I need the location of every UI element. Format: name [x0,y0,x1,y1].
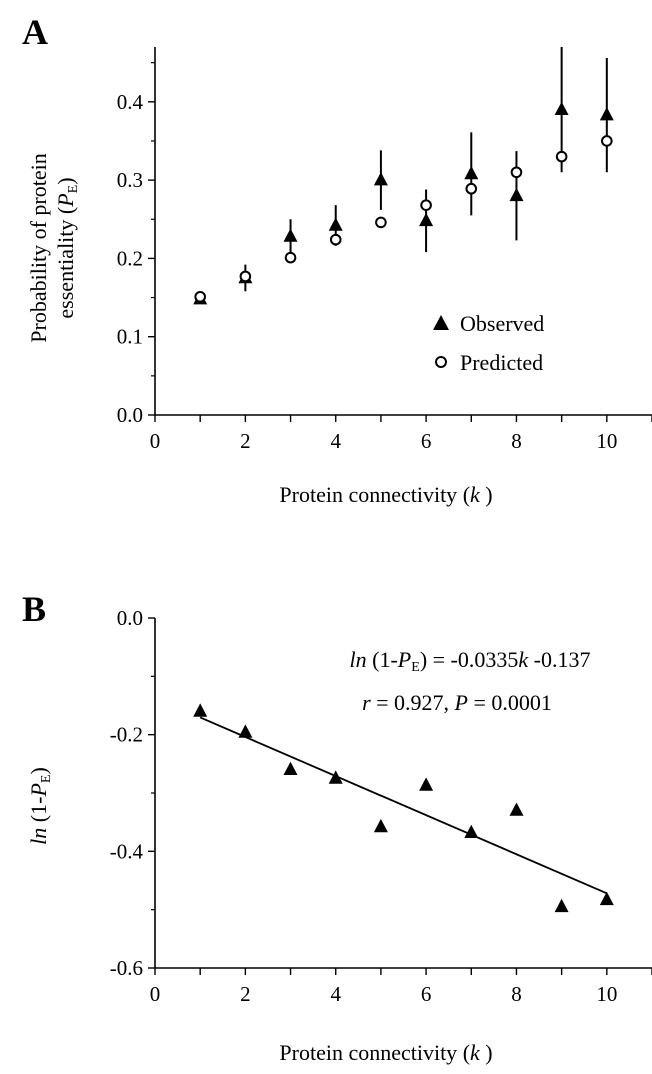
panel-a-x-axis-text: Protein connectivity [279,482,457,507]
legend-predicted-marker [435,356,447,368]
y-tick-label: 0.3 [117,168,143,192]
panel-a-predicted-series [194,135,613,303]
panel-b-fit-line [199,716,608,895]
panel-a-x-ticks: 0 2 4 6 8 10 [150,415,652,453]
predicted-point [194,290,206,303]
observed-point [464,824,479,838]
regression-line [199,716,608,895]
panel-b-observed-series [193,703,614,913]
panel-b-y-ticks: 0.0 -0.2 -0.4 -0.6 [110,606,155,980]
y-tick-label: 0.0 [117,606,143,630]
panel-a-x-axis-var: k [470,482,481,507]
y-tick-label: -0.6 [110,956,143,980]
observed-point [464,165,479,180]
predicted-point [375,216,387,229]
x-tick-label: 4 [330,982,341,1006]
observed-point [419,777,434,791]
y-tick-label: -0.4 [110,839,144,863]
observed-point [283,761,298,775]
panel-a-y-axis-title-line1: Probability of protein [26,153,51,342]
panel-a-error-bars [199,47,608,304]
x-tick-label: 8 [511,982,522,1006]
panel-a-x-axis-title: Protein connectivity (k ) [279,482,492,507]
predicted-point [601,135,613,147]
legend-observed-label: Observed [460,311,544,336]
predicted-point [284,251,297,264]
panel-a-axes [154,47,652,416]
x-tick-label: 2 [240,429,251,453]
x-tick-label: 8 [511,429,522,453]
legend-predicted-label: Predicted [460,350,543,375]
panel-b: B 0 2 4 6 8 10 0.0 -0.2 -0.4 -0.6 ln (1-PE) = -0… [22,589,652,1065]
observed-point [328,217,343,231]
x-tick-label: 6 [421,429,432,453]
panel-a-letter: A [22,12,48,52]
x-tick-label: 10 [596,982,617,1006]
panel-a-y-ticks: 0.0 0.1 0.2 0.3 0.4 [117,62,155,427]
panel-a-observed-series [193,101,614,305]
observed-point [373,818,388,833]
observed-point [554,898,569,913]
observed-point [509,802,524,816]
y-tick-label: 0.4 [117,90,144,114]
panel-b-x-ticks: 0 2 4 6 8 10 [150,968,652,1006]
panel-a-y-axis-title-line2: essentiality (PE) [53,177,81,318]
y-tick-label: -0.2 [110,723,143,747]
x-tick-label: 0 [150,982,161,1006]
y-tick-label: 0.2 [117,246,143,270]
observed-point [283,228,298,242]
x-tick-label: 4 [330,429,341,453]
observed-point [419,212,434,227]
panel-a-legend: Observed Predicted [433,311,544,375]
legend-observed-marker [433,315,449,330]
observed-point [238,724,253,738]
predicted-point [329,233,342,246]
predicted-point [555,150,568,163]
x-tick-label: 0 [150,429,161,453]
observed-point [328,770,343,784]
panel-b-y-axis-title: ln (1-PE) [26,767,54,845]
panel-b-letter: B [22,589,46,629]
observed-point [373,172,388,186]
panel-b-x-axis-title: Protein connectivity (k ) [279,1040,492,1065]
observed-point [599,891,614,906]
predicted-point [239,270,252,283]
panel-a: A 0 2 4 6 8 10 0.0 0.1 0.2 0.3 0.4 Observed Predi… [22,12,652,507]
observed-point [554,101,569,115]
y-tick-label: 0.0 [117,403,143,427]
observed-point [509,187,524,202]
predicted-point [510,166,523,179]
observed-point [599,107,614,121]
x-tick-label: 10 [596,429,617,453]
x-tick-label: 6 [421,982,432,1006]
predicted-point [465,182,478,195]
panel-b-stats: r = 0.927, P = 0.0001 [362,690,552,715]
x-tick-label: 2 [240,982,251,1006]
y-tick-label: 0.1 [117,325,143,349]
observed-point [193,703,208,717]
panel-b-equation: ln (1-PE) = -0.0335k -0.137 [350,647,591,675]
predicted-point [420,199,432,211]
